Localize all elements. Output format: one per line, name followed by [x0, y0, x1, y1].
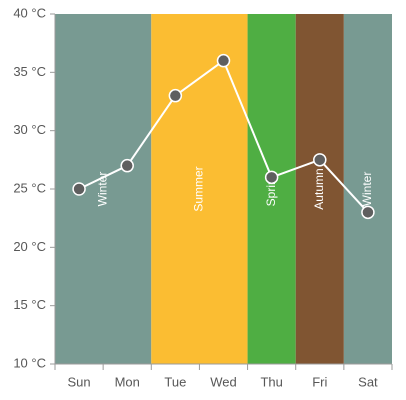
x-tick-label: Fri	[312, 374, 327, 389]
season-band-label: Summer	[192, 166, 206, 211]
season-band-spring-2	[247, 14, 296, 364]
data-point-sat[interactable]	[361, 205, 375, 220]
season-band-summer-1	[151, 14, 248, 364]
y-tick-label: 20 °C	[13, 239, 46, 254]
season-band-label: Winter	[360, 172, 374, 207]
axes: 10 °C 15 °C 20 °C 25 °C 30 °C 35 °C 40 °C Sun Mo…	[13, 5, 393, 389]
y-tick-label: 15 °C	[13, 297, 46, 312]
season-band-autumn-3	[295, 14, 344, 364]
y-tick-label: 10 °C	[13, 355, 46, 370]
data-point-wed[interactable]	[216, 53, 231, 68]
data-point-mon[interactable]	[120, 158, 134, 173]
y-tick-label: 25 °C	[13, 180, 46, 195]
x-tick-label: Thu	[260, 374, 282, 389]
season-band-labels: Winter Summer Spring Autumn Winter	[95, 166, 374, 211]
data-point-tue[interactable]	[168, 88, 183, 103]
y-tick-label: 40 °C	[13, 5, 46, 20]
data-point-fri[interactable]	[313, 153, 327, 167]
x-tick-label: Tue	[164, 374, 186, 389]
x-tick-label: Mon	[115, 374, 140, 389]
x-tick-label: Wed	[210, 374, 237, 389]
season-bands	[55, 14, 392, 364]
season-band-winter-4	[343, 14, 392, 364]
y-tick-label: 35 °C	[13, 64, 46, 79]
data-point-sun[interactable]	[72, 182, 86, 196]
season-band-winter-0	[55, 14, 152, 364]
temperature-series	[72, 53, 375, 220]
data-point-thu[interactable]	[264, 170, 279, 185]
season-band-label: Autumn	[312, 168, 326, 209]
y-tick-label: 30 °C	[13, 122, 46, 137]
x-tick-label: Sat	[358, 374, 378, 389]
x-tick-label: Sun	[68, 374, 91, 389]
